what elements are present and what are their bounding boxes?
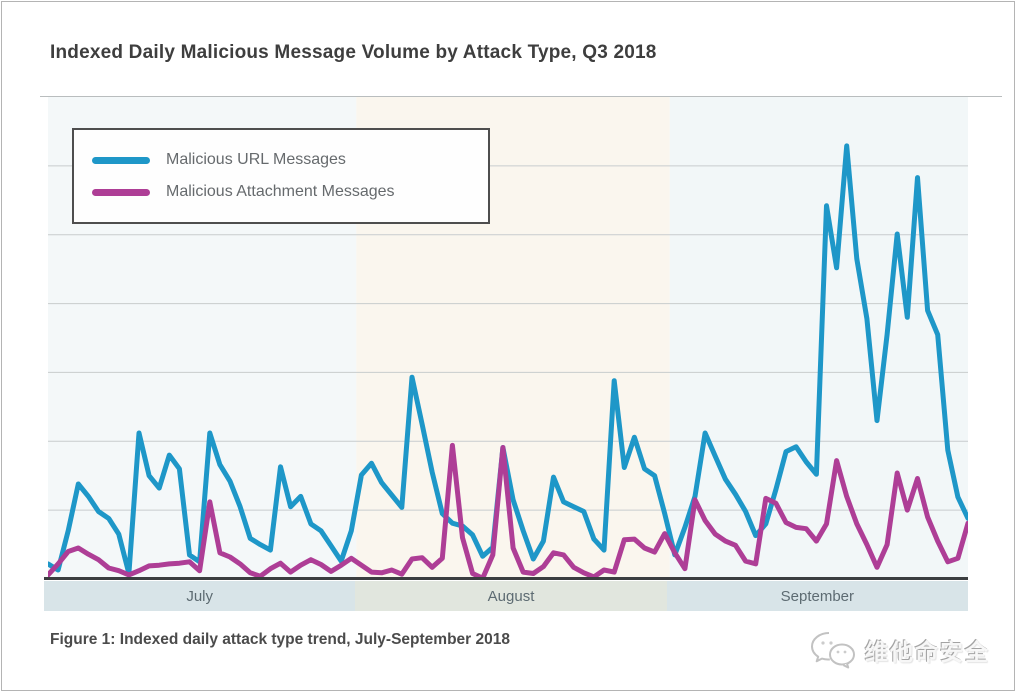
legend-label-url: Malicious URL Messages: [166, 151, 346, 168]
wechat-icon: [811, 632, 855, 669]
watermark-text: 维他命安全: [865, 639, 990, 665]
x-axis-month-strip: July August September: [44, 581, 968, 611]
figure-caption: Figure 1: Indexed daily attack type tren…: [50, 631, 510, 648]
month-label-august: August: [355, 581, 667, 611]
attachment-line-swatch: [92, 188, 150, 196]
url-line-swatch: [92, 156, 150, 164]
title-divider-rule: [40, 96, 1002, 97]
chart-svg: [48, 97, 968, 579]
legend-label-attachment: Malicious Attachment Messages: [166, 183, 395, 200]
month-label-september: September: [666, 581, 968, 611]
watermark: 维他命安全: [809, 630, 990, 670]
legend-box: Malicious URL Messages Malicious Attachm…: [72, 128, 490, 224]
x-axis-line: [44, 577, 968, 580]
plot-area: [48, 97, 968, 579]
legend-item-attachment: Malicious Attachment Messages: [92, 183, 488, 201]
month-label-july: July: [44, 581, 356, 611]
legend-item-url: Malicious URL Messages: [92, 151, 488, 169]
chart-title: Indexed Daily Malicious Message Volume b…: [50, 42, 657, 63]
